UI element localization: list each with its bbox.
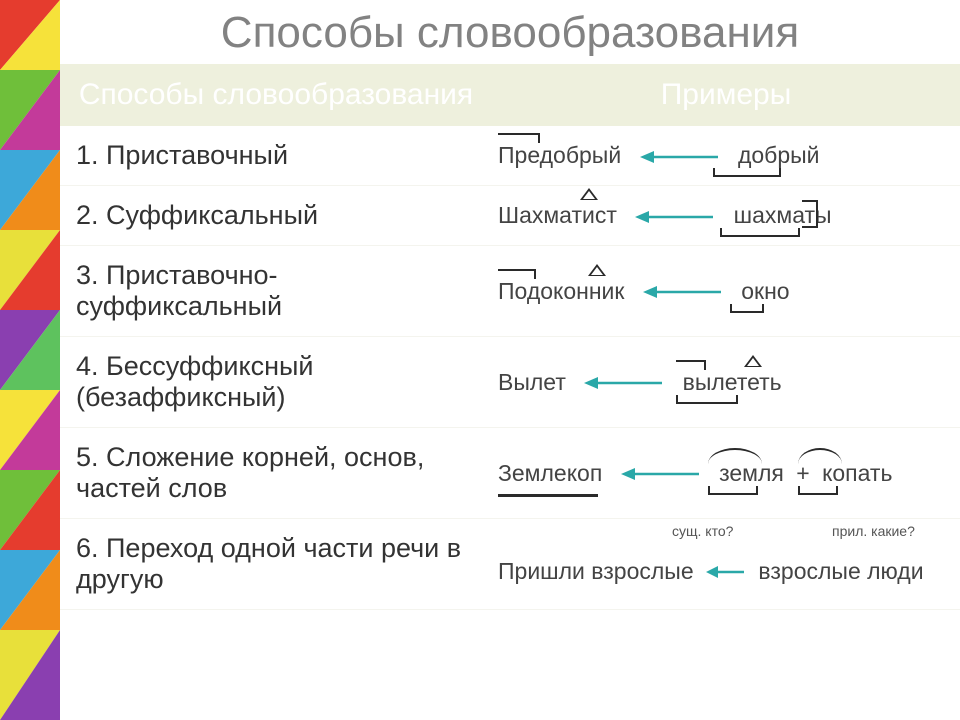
example-cell: Землекоп земля + копать bbox=[492, 428, 960, 519]
source-word: окно bbox=[741, 278, 789, 305]
source-word-1: земля bbox=[719, 460, 784, 487]
col-header-methods: Способы словообразования bbox=[60, 64, 492, 126]
method-label: 2. Суффиксальный bbox=[60, 186, 492, 246]
source-word: добрый bbox=[738, 142, 820, 169]
table-row: 4. Бессуффиксный (безаффиксный) Вылет вы… bbox=[60, 337, 960, 428]
arrow-icon bbox=[706, 563, 746, 581]
word-formation-table: Способы словообразования Примеры 1. Прис… bbox=[60, 64, 960, 610]
note-noun: сущ. кто? bbox=[672, 523, 733, 539]
derived-word: Вылет bbox=[498, 369, 566, 396]
table-row: 1. Приставочный Предобрый добрый bbox=[60, 126, 960, 186]
table-row: 5. Сложение корней, основ, частей слов З… bbox=[60, 428, 960, 519]
col-header-examples: Примеры bbox=[492, 64, 960, 126]
content-area: Способы словообразования Способы словооб… bbox=[60, 0, 960, 720]
derived-word: Шахматист bbox=[498, 202, 617, 229]
table-row: 3. Приставочно-суффиксальный Подоконник … bbox=[60, 246, 960, 337]
source-phrase: взрослые люди bbox=[758, 558, 923, 585]
note-adj: прил. какие? bbox=[832, 523, 915, 539]
arrow-icon bbox=[635, 208, 715, 226]
example-cell: Шахматист шахматы bbox=[492, 186, 960, 246]
method-label: 6. Переход одной части речи в другую bbox=[60, 519, 492, 610]
method-label: 5. Сложение корней, основ, частей слов bbox=[60, 428, 492, 519]
table-row: 6. Переход одной части речи в другую сущ… bbox=[60, 519, 960, 610]
method-label: 3. Приставочно-суффиксальный bbox=[60, 246, 492, 337]
table-row: 2. Суффиксальный Шахматист шахматы bbox=[60, 186, 960, 246]
method-label: 1. Приставочный bbox=[60, 126, 492, 186]
arrow-icon bbox=[584, 374, 664, 392]
arrow-icon bbox=[643, 283, 723, 301]
example-cell: Предобрый добрый bbox=[492, 126, 960, 186]
plus-sign: + bbox=[796, 460, 809, 487]
example-cell: Подоконник окно bbox=[492, 246, 960, 337]
derived-word: Подоконник bbox=[498, 278, 624, 305]
arrow-icon bbox=[640, 148, 720, 166]
derived-word: Землекоп bbox=[498, 460, 602, 487]
method-label: 4. Бессуффиксный (безаффиксный) bbox=[60, 337, 492, 428]
decorative-sidebar bbox=[0, 0, 60, 720]
example-cell: сущ. кто? прил. какие? Пришли взрослые в… bbox=[492, 519, 960, 610]
page-title: Способы словообразования bbox=[60, 0, 960, 64]
derived-phrase: Пришли взрослые bbox=[498, 558, 694, 585]
source-word-2: копать bbox=[822, 460, 892, 487]
table-header-row: Способы словообразования Примеры bbox=[60, 64, 960, 126]
derived-word: Предобрый bbox=[498, 142, 621, 169]
arrow-icon bbox=[621, 465, 701, 483]
example-cell: Вылет вылететь bbox=[492, 337, 960, 428]
source-word: вылететь bbox=[683, 369, 782, 396]
